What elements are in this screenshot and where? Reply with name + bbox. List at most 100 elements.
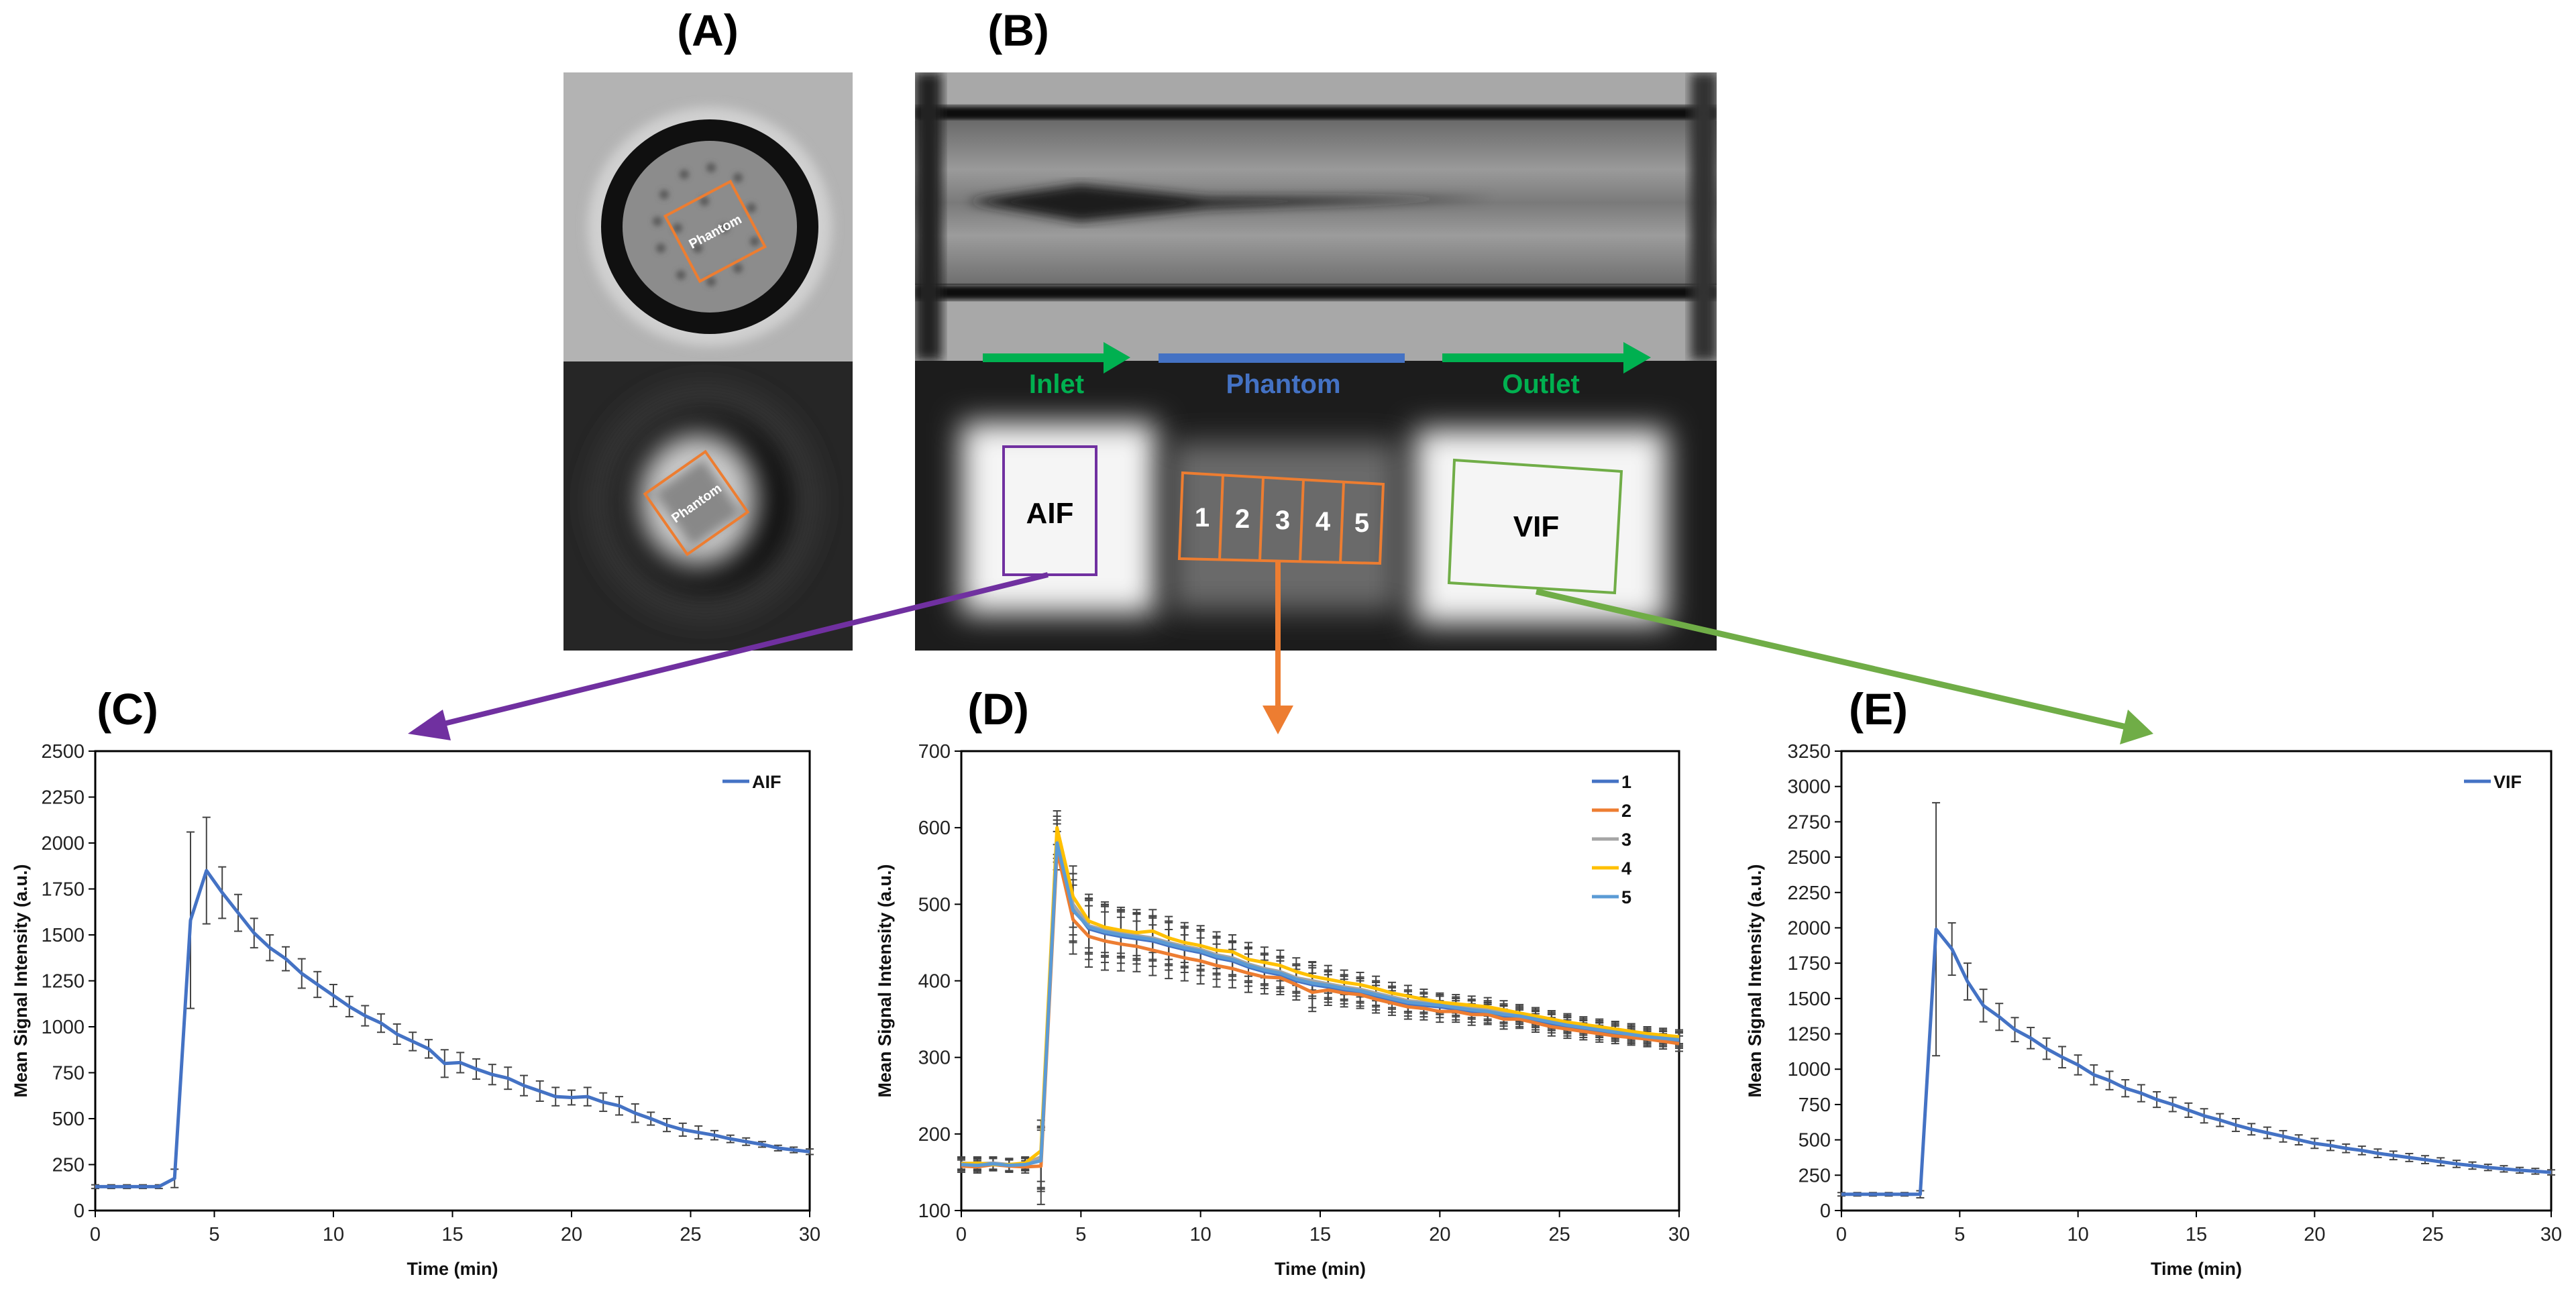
y-tick-label: 2750	[1787, 811, 1831, 833]
panel-b-label: (B)	[987, 5, 1049, 55]
chart-2: (E)0250500750100012501500175020002250250…	[1745, 684, 2562, 1279]
chart-panel-label: (D)	[967, 684, 1029, 734]
phantom-label: Phantom	[1226, 370, 1340, 399]
y-tick-label: 1500	[41, 925, 85, 946]
x-tick-label: 30	[799, 1224, 820, 1245]
vif-roi	[1447, 458, 1623, 595]
x-tick-label: 20	[2304, 1224, 2325, 1245]
x-tick-label: 25	[1549, 1224, 1570, 1245]
y-tick-label: 1750	[41, 879, 85, 901]
y-tick-label: 400	[918, 971, 951, 993]
y-tick-label: 250	[1799, 1165, 1831, 1186]
y-tick-label: 2500	[41, 741, 85, 763]
x-tick-label: 0	[1836, 1224, 1847, 1245]
y-axis-title: Mean Signal Intensity (a.u.)	[875, 864, 895, 1097]
aif-roi	[1002, 445, 1097, 576]
y-tick-label: 1250	[1787, 1024, 1831, 1046]
y-tick-label: 0	[74, 1200, 85, 1222]
x-tick-label: 15	[1309, 1224, 1331, 1245]
x-axis-title: Time (min)	[2151, 1259, 2242, 1279]
legend-label: 4	[1621, 858, 1631, 879]
x-tick-label: 20	[561, 1224, 582, 1245]
series-line-2	[961, 848, 1680, 1169]
y-tick-label: 500	[918, 894, 951, 915]
y-tick-label: 2000	[1787, 917, 1831, 939]
phantom-connector-arrow	[1263, 562, 1293, 734]
y-tick-label: 300	[918, 1048, 951, 1069]
x-tick-label: 5	[1075, 1224, 1086, 1245]
legend-label: 1	[1621, 772, 1631, 792]
inlet-arrow	[983, 342, 1130, 374]
segment-1-label: 1	[1195, 503, 1210, 533]
y-tick-label: 1250	[41, 971, 85, 993]
y-tick-label: 1000	[1787, 1059, 1831, 1080]
y-tick-label: 750	[52, 1063, 85, 1084]
x-axis-title: Time (min)	[1275, 1259, 1366, 1279]
y-tick-label: 250	[52, 1155, 85, 1176]
charts: (C)0250500750100012501500175020002250250…	[11, 684, 2562, 1279]
chart-panel-label: (E)	[1849, 684, 1908, 734]
outlet-label: Outlet	[1502, 370, 1580, 399]
segment-3-label: 3	[1275, 506, 1290, 535]
x-tick-label: 10	[2068, 1224, 2089, 1245]
chart-panel-label: (C)	[97, 684, 158, 734]
x-tick-label: 25	[2422, 1224, 2444, 1245]
x-tick-label: 5	[1954, 1224, 1965, 1245]
series-line-5	[961, 841, 1680, 1168]
aif-roi-label: AIF	[1026, 497, 1074, 530]
y-tick-label: 0	[1820, 1200, 1831, 1222]
y-tick-label: 3250	[1787, 741, 1831, 763]
y-tick-label: 700	[918, 741, 951, 763]
error-bar	[806, 1148, 814, 1156]
segment-4-label: 4	[1316, 507, 1331, 537]
y-tick-label: 1000	[41, 1017, 85, 1038]
vif-connector-arrow	[1535, 588, 2153, 744]
legend-label: VIF	[2493, 772, 2522, 792]
plot-frame	[1840, 750, 2553, 1212]
panel-a-axial-image: Phantom	[564, 72, 853, 361]
legend-label: 3	[1621, 830, 1631, 850]
outlet-arrow	[1442, 342, 1651, 374]
plot-frame	[94, 750, 811, 1212]
y-axis-title: Mean Signal Intensity (a.u.)	[11, 864, 31, 1097]
legend-label: 2	[1621, 801, 1631, 821]
x-tick-label: 20	[1429, 1224, 1450, 1245]
segment-5-label: 5	[1354, 508, 1369, 538]
x-tick-label: 10	[1190, 1224, 1212, 1245]
y-tick-label: 600	[918, 818, 951, 839]
y-tick-label: 2000	[41, 833, 85, 854]
x-tick-label: 30	[2540, 1224, 2562, 1245]
x-tick-label: 15	[441, 1224, 463, 1245]
x-tick-label: 5	[209, 1224, 219, 1245]
aif-connector-arrow	[408, 572, 1049, 740]
x-tick-label: 25	[680, 1224, 701, 1245]
segment-2-label: 2	[1235, 504, 1250, 534]
y-tick-label: 2500	[1787, 847, 1831, 868]
y-tick-label: 3000	[1787, 777, 1831, 798]
y-tick-label: 2250	[1787, 883, 1831, 904]
phantom-segments-roi: 1 2 3 4 5	[1177, 471, 1385, 565]
y-tick-label: 2250	[41, 787, 85, 809]
x-tick-label: 15	[2186, 1224, 2207, 1245]
panel-a-dynamic-image: Phantom	[564, 361, 853, 651]
series-line-VIF	[1841, 928, 2552, 1196]
vif-roi-label: VIF	[1513, 510, 1559, 543]
y-axis-title: Mean Signal Intensity (a.u.)	[1745, 864, 1765, 1097]
legend-label: 5	[1621, 887, 1631, 907]
x-axis-title: Time (min)	[407, 1259, 498, 1279]
series-line-4	[961, 826, 1680, 1166]
chart-0: (C) 0 250 500 750 1000 1250 1500 1750 2000 2250 250…	[11, 684, 820, 1279]
legend-label: AIF	[752, 772, 782, 792]
panel-a-label: (A)	[677, 5, 739, 55]
y-tick-label: 500	[52, 1109, 85, 1130]
y-tick-label: 200	[918, 1124, 951, 1145]
x-tick-label: 0	[956, 1224, 967, 1245]
y-tick-label: 750	[1799, 1095, 1831, 1116]
series-line-AIF	[95, 868, 810, 1188]
phantom-bar	[1159, 353, 1405, 363]
y-tick-label: 1750	[1787, 953, 1831, 974]
x-tick-label: 10	[323, 1224, 344, 1245]
y-tick-label: 500	[1799, 1130, 1831, 1152]
